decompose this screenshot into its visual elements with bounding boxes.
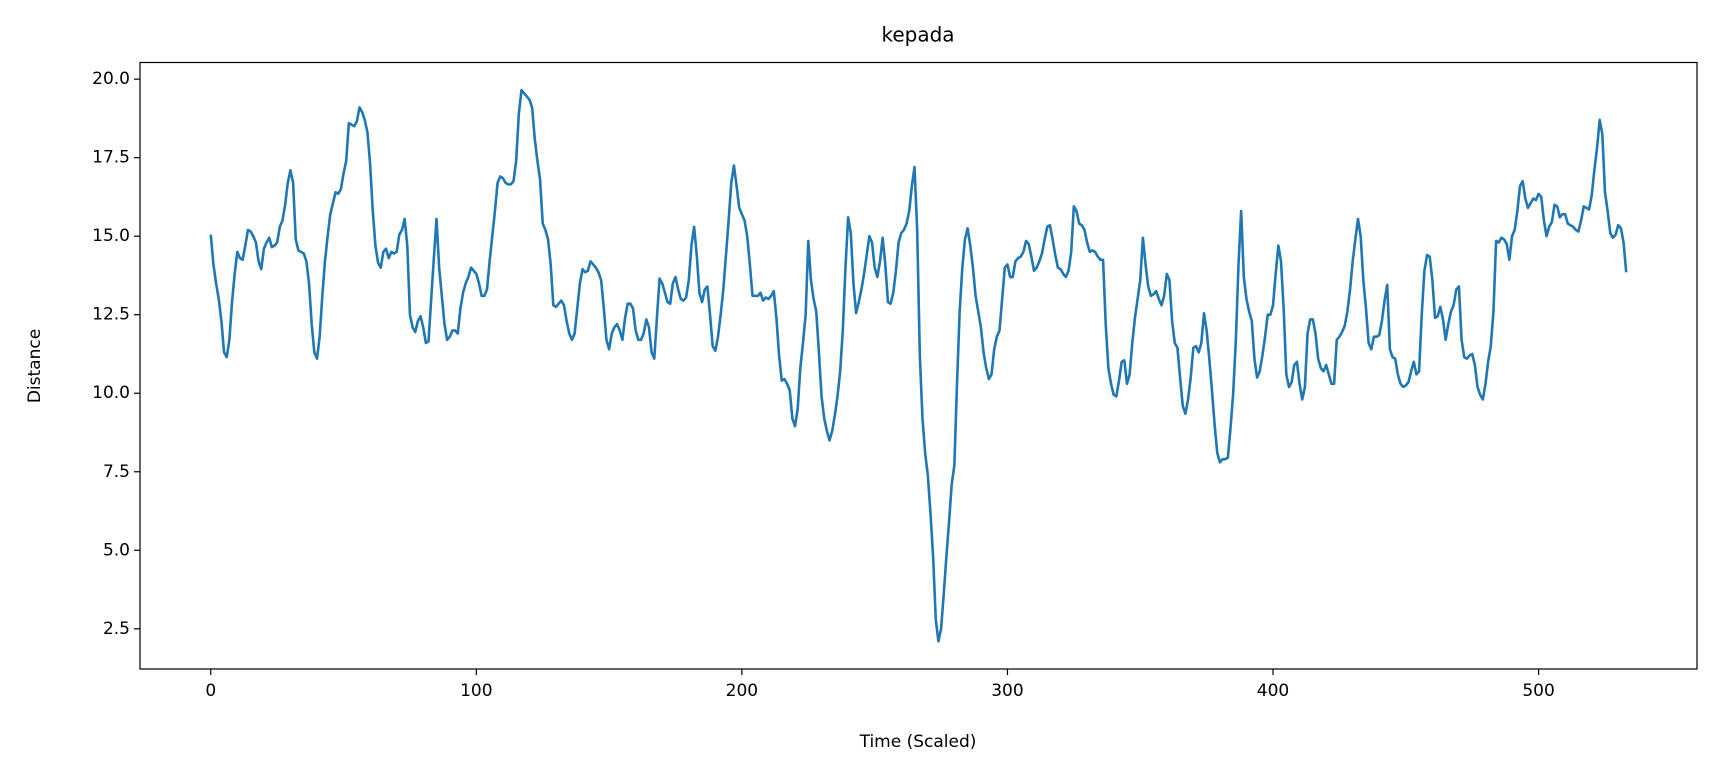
data-line [209, 88, 1628, 643]
x-axis-label: Time (Scaled) [859, 732, 977, 752]
x-tick-label: 0 [205, 681, 216, 701]
x-tick-label: 500 [1522, 681, 1554, 701]
x-tick-label: 400 [1257, 681, 1289, 701]
y-tick-label: 2.5 [103, 619, 130, 639]
plot-frame [139, 61, 1698, 670]
x-tick-label: 200 [726, 681, 758, 701]
y-tick-label: 12.5 [92, 305, 130, 325]
x-tick-label: 100 [460, 681, 492, 701]
chart-title: kepada [881, 23, 954, 47]
y-tick-label: 15.0 [92, 226, 130, 246]
y-axis-label: Distance [25, 329, 45, 403]
y-tick-label: 17.5 [92, 148, 130, 168]
y-tick-label: 10.0 [92, 383, 130, 403]
y-tick-label: 7.5 [103, 462, 130, 482]
y-tick-label: 20.0 [92, 69, 130, 89]
x-tick-label: 300 [991, 681, 1023, 701]
y-tick-label: 5.0 [103, 540, 130, 560]
